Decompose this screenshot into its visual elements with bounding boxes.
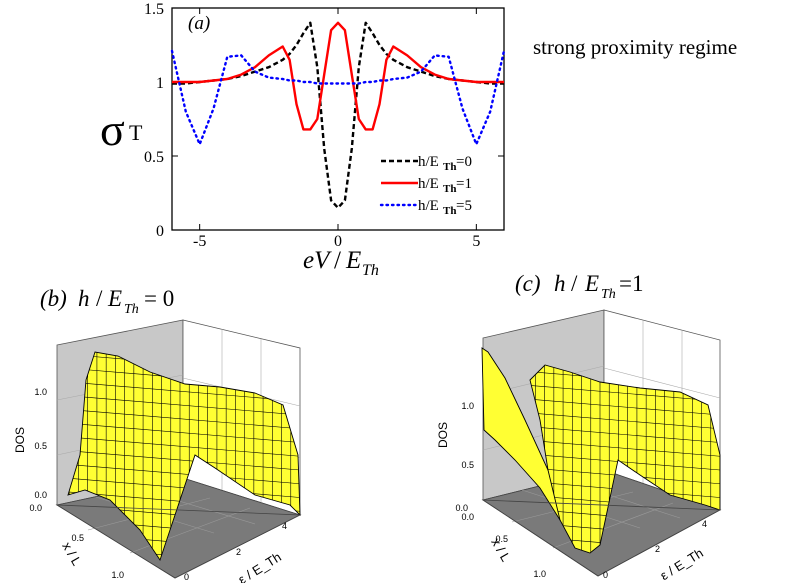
x-tick-label: 5 [472,233,480,250]
svg-text:(b): (b) [40,286,67,311]
panel-b-title: (b) h / E Th = 0 [40,286,174,317]
y-tick-c-1: 2 [655,544,660,554]
plot-a-ticks: -5 0 5 0 0.5 1 1.5 [144,1,504,250]
y-tick-label: 1.5 [144,1,164,18]
svg-text:Th: Th [124,302,139,317]
x-axis-label: eV / E Th [303,247,379,279]
y-tick-b-1: 2 [236,547,241,557]
plot-a-frame [171,7,505,231]
svg-text:Th: Th [443,183,456,195]
z-axis-label-b: DOS [13,427,27,453]
plot-a-series [170,21,506,209]
svg-text:=1: =1 [619,271,643,296]
svg-text:E: E [107,286,122,311]
svg-text:h: h [554,271,566,296]
x-tick-label: -5 [193,233,206,250]
svg-text:E: E [584,271,599,296]
mesh-line [530,408,720,430]
dos-surface-c-right-lobe [529,364,721,554]
x-tick-b-2: 1.0 [111,570,124,580]
svg-text:=5: =5 [456,198,472,214]
x-tick-b-1: 0.5 [71,533,84,543]
mesh-line [530,422,720,443]
z-axis-label-c: DOS [436,422,450,448]
z-tick-c-1: 0.5 [461,460,474,470]
x-tick-c-2: 1.0 [533,569,546,579]
mesh-line [530,394,720,416]
svg-text:T: T [129,120,143,145]
mesh-line [530,380,720,402]
y-tick-label: 0 [156,223,164,240]
z-tick-c-0: 0.0 [461,512,474,522]
panel-a-conductance-plot: -5 0 5 0 0.5 1 1.5 (a) strong proximity regime… [100,1,737,279]
mesh-line [68,449,300,471]
z-tick-b-1: 0.5 [34,441,47,451]
panel-b-dos-surface: DOS 0.0 0.5 1.0 0.0 0.5 1.0 0 2 4 x / L … [13,319,302,583]
svg-text:h: h [78,286,90,311]
y-tick-c-2: 4 [702,519,707,529]
mesh-line [68,422,300,443]
svg-text:Th: Th [443,205,456,217]
svg-text:/: / [334,247,341,274]
mesh-line [68,380,300,402]
mesh-line [530,477,720,498]
svg-text:/: / [571,271,578,296]
series-line-h1 [172,21,504,131]
mesh-line [530,435,720,457]
z-tick-c-2: 1.0 [461,401,474,411]
x-tick-label: 0 [334,233,342,250]
y-tick-label: 1 [156,75,164,92]
legend: h/E Th =0 h/E Th =1 h/E Th =5 [379,154,472,217]
floor-front-edge [55,504,302,579]
x-tick-c-1: 0.5 [495,534,508,544]
side-note: strong proximity regime [533,35,737,59]
svg-text:σ: σ [100,104,125,155]
series-line-h0 [172,21,504,209]
legend-label-h1: h/E Th =1 [418,176,472,195]
y-tick-b-0: 0 [184,572,189,582]
panel-c-dos-surface: DOS 0.0 0.5 1.0 0.0 0.5 1.0 0 2 4 x / L … [436,309,722,583]
panel-a-tag: (a) [188,13,210,34]
mesh-line [530,463,720,485]
y-axis-label: σ T [100,104,143,155]
series-line-h5 [170,49,506,146]
svg-text:(c): (c) [515,271,541,296]
y-tick-label: 0.5 [144,149,164,166]
legend-label-h0: h/E Th =0 [418,154,472,173]
svg-text:h/E: h/E [418,198,439,214]
svg-text:eV: eV [303,247,332,274]
svg-text:Th: Th [362,262,379,279]
svg-text:=0: =0 [456,154,472,170]
svg-text:E: E [345,247,361,274]
svg-text:h/E: h/E [418,154,439,170]
svg-text:=1: =1 [456,176,472,192]
svg-text:= 0: = 0 [144,286,174,311]
svg-text:Th: Th [601,287,616,302]
mesh-line [68,435,300,457]
x-axis-label-c: x / L [488,535,513,564]
x-tick-b-0: 0.0 [29,503,42,513]
legend-label-h5: h/E Th =5 [418,198,472,217]
panel-c-title: (c) h / E Th =1 [515,271,643,302]
y-axis-label-c: ε / E_Th [657,545,705,583]
z-tick-b-0: 0.0 [34,490,47,500]
mesh-line [68,408,300,430]
mesh-line [530,449,720,471]
y-axis-label-b: ε / E_Th [235,549,283,583]
z-tick-b-2: 1.0 [34,387,47,397]
svg-text:/: / [96,286,103,311]
y-tick-c-0: 0 [603,570,608,580]
mesh-line [68,477,300,498]
mesh-line [68,394,300,416]
svg-text:Th: Th [443,161,456,173]
svg-text:h/E: h/E [418,176,439,192]
y-tick-b-2: 4 [282,521,287,531]
floor-front-edge [481,499,722,577]
mesh-line [68,463,300,485]
x-tick-c-0: 0.0 [455,503,468,513]
x-axis-label-b: x / L [59,539,84,568]
